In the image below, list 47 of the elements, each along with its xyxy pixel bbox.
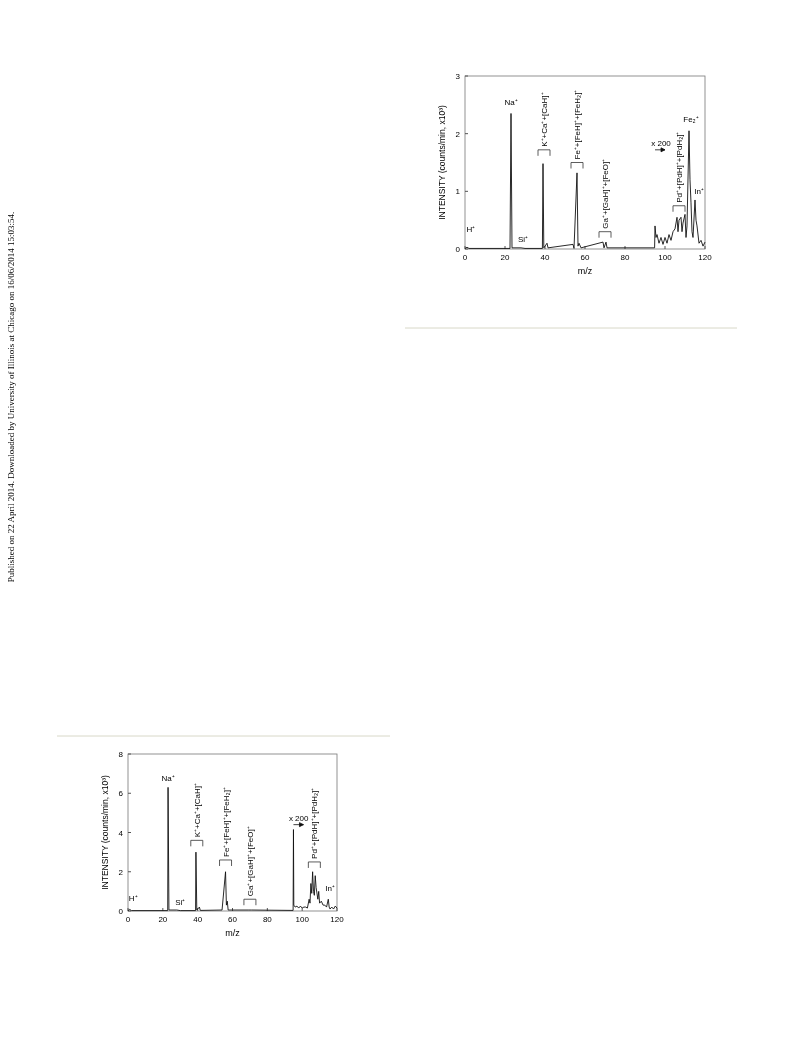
annotation: In⁺	[325, 884, 335, 894]
y-tick-label: 4	[118, 828, 124, 838]
annotation: H⁺	[128, 894, 138, 904]
y-tick-label: 1	[455, 187, 461, 197]
annotation: Pd⁺+[PdH]⁺+[PdH₂]⁺	[675, 131, 684, 203]
annotation: Ga⁺+[GaH]⁺+[FeO]⁺	[601, 158, 610, 229]
annotation: K⁺+Ca⁺+[CaH]⁺	[540, 92, 549, 147]
x-tick-label: 120	[698, 253, 713, 262]
annotation: Fe⁺+[FeH]⁺+[FeH₂]⁺	[573, 89, 582, 160]
x-tick-label: 100	[295, 915, 310, 924]
y-tick-label: 6	[118, 789, 124, 799]
annotation: In⁺	[694, 187, 704, 197]
x-axis-title: m/z	[225, 928, 241, 938]
annotation: Na⁺	[161, 774, 175, 784]
annotation: H⁺	[466, 224, 476, 234]
y-tick-label: 8	[118, 750, 124, 759]
x-tick-label: 120	[330, 915, 345, 924]
y-tick-label: 3	[455, 72, 461, 81]
x-tick-label: 40	[193, 915, 203, 924]
annotation: x 200	[651, 138, 672, 148]
y-tick-label: 0	[118, 907, 124, 916]
x-tick-label: 80	[262, 915, 273, 924]
x-tick-label: 100	[658, 253, 673, 262]
x-axis-title: m/z	[577, 266, 593, 276]
y-axis-title: INTENSITY (counts/min, x10³)	[437, 105, 447, 220]
x-tick-label: 20	[500, 253, 510, 262]
x-tick-label: 80	[620, 253, 630, 262]
x-tick-label: 0	[462, 253, 468, 262]
annotation: Fe₂⁺	[683, 115, 699, 125]
x-tick-label: 40	[540, 253, 550, 262]
annotation: Ga⁺+[GaH]⁺+[FeO]⁺	[245, 826, 255, 897]
annotation: Si⁺	[175, 898, 186, 908]
annotation: x 200	[288, 813, 310, 823]
annotation: Pd⁺+[PdH]⁺+[PdH₂]⁺	[310, 787, 320, 859]
y-tick-label: 2	[455, 129, 461, 139]
x-tick-label: 0	[125, 915, 131, 924]
x-tick-label: 20	[158, 915, 168, 924]
text: Published on 22 April 2014. Downloaded by University of Illinois at Chicago on 16/06/2014 15:03:54.	[6, 211, 16, 583]
annotation: Si⁺	[517, 235, 529, 245]
x-tick-label: 60	[228, 915, 238, 924]
annotation: Na⁺	[504, 97, 518, 107]
y-tick-label: 0	[455, 245, 461, 254]
y-axis-title: INTENSITY (counts/min, x10³)	[100, 775, 110, 890]
annotation: Fe⁺+[FeH]⁺+[FeH₂]⁺	[221, 787, 231, 857]
y-tick-label: 2	[118, 867, 124, 877]
x-tick-label: 60	[580, 253, 590, 262]
annotation: K⁺+Ca⁺+[CaH]⁺	[192, 782, 202, 838]
